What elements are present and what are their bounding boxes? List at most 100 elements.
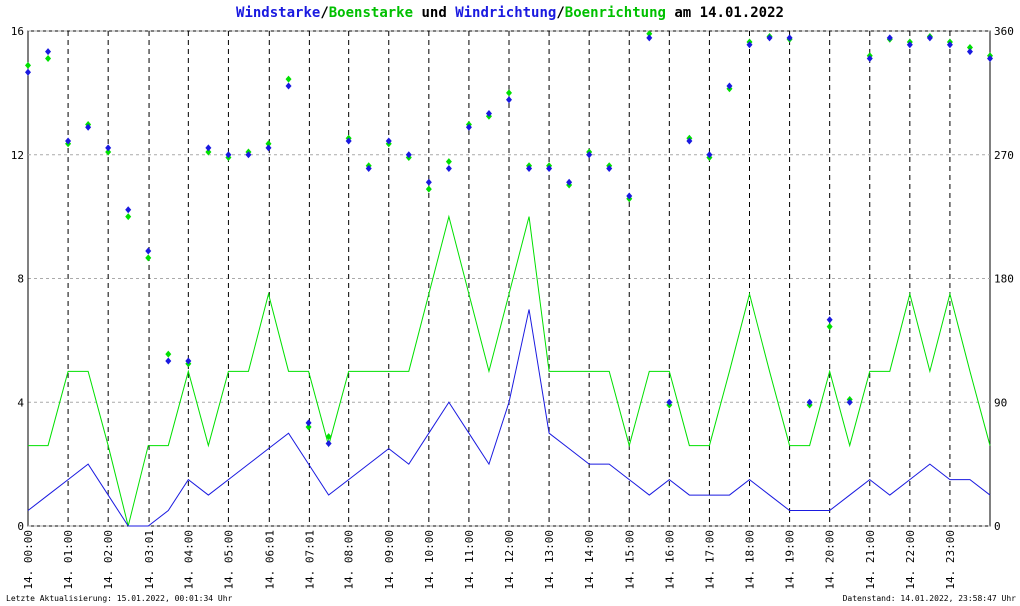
title-part: Boenrichtung xyxy=(565,5,666,21)
y2-tick-label: 90 xyxy=(994,396,1007,409)
direction-point xyxy=(465,123,472,131)
direction-point xyxy=(766,34,773,42)
direction-point xyxy=(65,137,72,145)
direction-point xyxy=(526,165,533,172)
direction-point xyxy=(786,34,793,42)
x-tick-label: 14. 00:00 xyxy=(22,530,35,590)
direction-point xyxy=(425,185,432,193)
direction-point xyxy=(425,178,432,186)
direction-point xyxy=(946,41,953,49)
direction-point xyxy=(105,148,112,156)
direction-point xyxy=(646,34,653,42)
direction-point xyxy=(125,213,132,221)
x-tick-label: 14. 02:00 xyxy=(102,530,115,590)
direction-point xyxy=(305,423,312,431)
y2-tick-label: 360 xyxy=(994,25,1014,38)
direction-point xyxy=(746,41,753,49)
direction-point xyxy=(926,34,933,42)
direction-point xyxy=(145,247,152,255)
direction-point xyxy=(485,110,492,117)
direction-point xyxy=(966,44,973,51)
x-tick-label: 14. 10:00 xyxy=(423,530,436,590)
x-tick-label: 14. 19:00 xyxy=(784,530,797,590)
x-tick-label: 14. 05:00 xyxy=(222,530,235,590)
direction-point xyxy=(365,165,372,172)
direction-point xyxy=(265,144,272,152)
x-tick-label: 14. 03:01 xyxy=(143,530,156,590)
direction-point xyxy=(245,151,252,159)
direction-point xyxy=(225,151,232,159)
x-tick-label: 14. 18:00 xyxy=(744,530,757,590)
x-tick-label: 14. 17:00 xyxy=(703,530,716,590)
title-part: Windrichtung xyxy=(455,5,556,21)
direction-point xyxy=(726,82,733,90)
direction-point xyxy=(385,137,392,145)
title-part: am 14.01.2022 xyxy=(666,5,784,21)
title-part: Boenstarke xyxy=(329,5,413,21)
x-tick-label: 14. 15:00 xyxy=(623,530,636,590)
direction-point xyxy=(165,357,172,365)
direction-point xyxy=(606,165,613,172)
title-part: / xyxy=(320,5,328,21)
x-tick-label: 14. 11:00 xyxy=(463,530,476,590)
y2-tick-label: 270 xyxy=(994,149,1014,162)
y-tick-label: 12 xyxy=(11,149,24,162)
x-tick-label: 14. 13:00 xyxy=(543,530,556,590)
direction-point xyxy=(125,206,132,214)
direction-point xyxy=(345,137,352,145)
direction-point xyxy=(145,254,152,262)
direction-point xyxy=(45,48,52,56)
y2-tick-label: 0 xyxy=(994,520,1001,533)
direction-point xyxy=(866,55,873,62)
x-tick-label: 14. 23:00 xyxy=(944,530,957,590)
speed-line xyxy=(28,214,991,527)
direction-point xyxy=(325,433,332,441)
y-tick-label: 8 xyxy=(17,273,24,286)
speed-line xyxy=(27,309,991,527)
direction-point xyxy=(506,96,512,104)
direction-point xyxy=(826,323,833,331)
direction-point xyxy=(806,398,813,406)
direction-point xyxy=(626,192,633,200)
direction-point xyxy=(205,148,212,156)
direction-point xyxy=(706,151,713,159)
direction-point xyxy=(666,398,673,406)
direction-point xyxy=(25,61,31,69)
x-tick-label: 14. 07:01 xyxy=(303,530,316,590)
direction-point xyxy=(846,398,853,406)
direction-point xyxy=(686,137,693,145)
footer-right: Datenstand: 14.01.2022, 23:58:47 Uhr xyxy=(843,594,1017,603)
direction-point xyxy=(546,165,553,172)
direction-point xyxy=(285,82,292,90)
x-tick-label: 14. 08:00 xyxy=(343,530,356,590)
x-tick-label: 14. 14:00 xyxy=(583,530,596,590)
x-tick-label: 14. 16:00 xyxy=(663,530,676,590)
direction-point xyxy=(185,357,192,365)
y-tick-label: 0 xyxy=(17,520,24,533)
direction-point xyxy=(405,151,412,159)
direction-point xyxy=(45,55,52,62)
direction-point xyxy=(25,68,31,76)
direction-point xyxy=(506,89,512,97)
direction-point xyxy=(966,48,973,56)
direction-point xyxy=(85,123,92,131)
direction-point xyxy=(445,165,452,172)
direction-point xyxy=(445,158,452,166)
x-tick-label: 14. 21:00 xyxy=(864,530,877,590)
direction-point xyxy=(325,440,332,447)
x-tick-label: 14. 22:00 xyxy=(904,530,917,590)
direction-point xyxy=(566,178,573,186)
x-tick-label: 14. 04:00 xyxy=(182,530,195,590)
y-tick-label: 4 xyxy=(17,396,24,409)
direction-point xyxy=(165,350,172,358)
x-tick-label: 14. 01:00 xyxy=(62,530,75,590)
x-tick-label: 14. 09:00 xyxy=(383,530,396,590)
direction-point xyxy=(906,41,913,49)
footer-left: Letzte Aktualisierung: 15.01.2022, 00:01… xyxy=(6,594,233,603)
y-tick-label: 16 xyxy=(11,25,24,38)
x-tick-label: 14. 06:01 xyxy=(263,530,276,590)
y2-tick-label: 180 xyxy=(994,273,1014,286)
direction-point xyxy=(646,30,653,38)
title-part: / xyxy=(556,5,564,21)
